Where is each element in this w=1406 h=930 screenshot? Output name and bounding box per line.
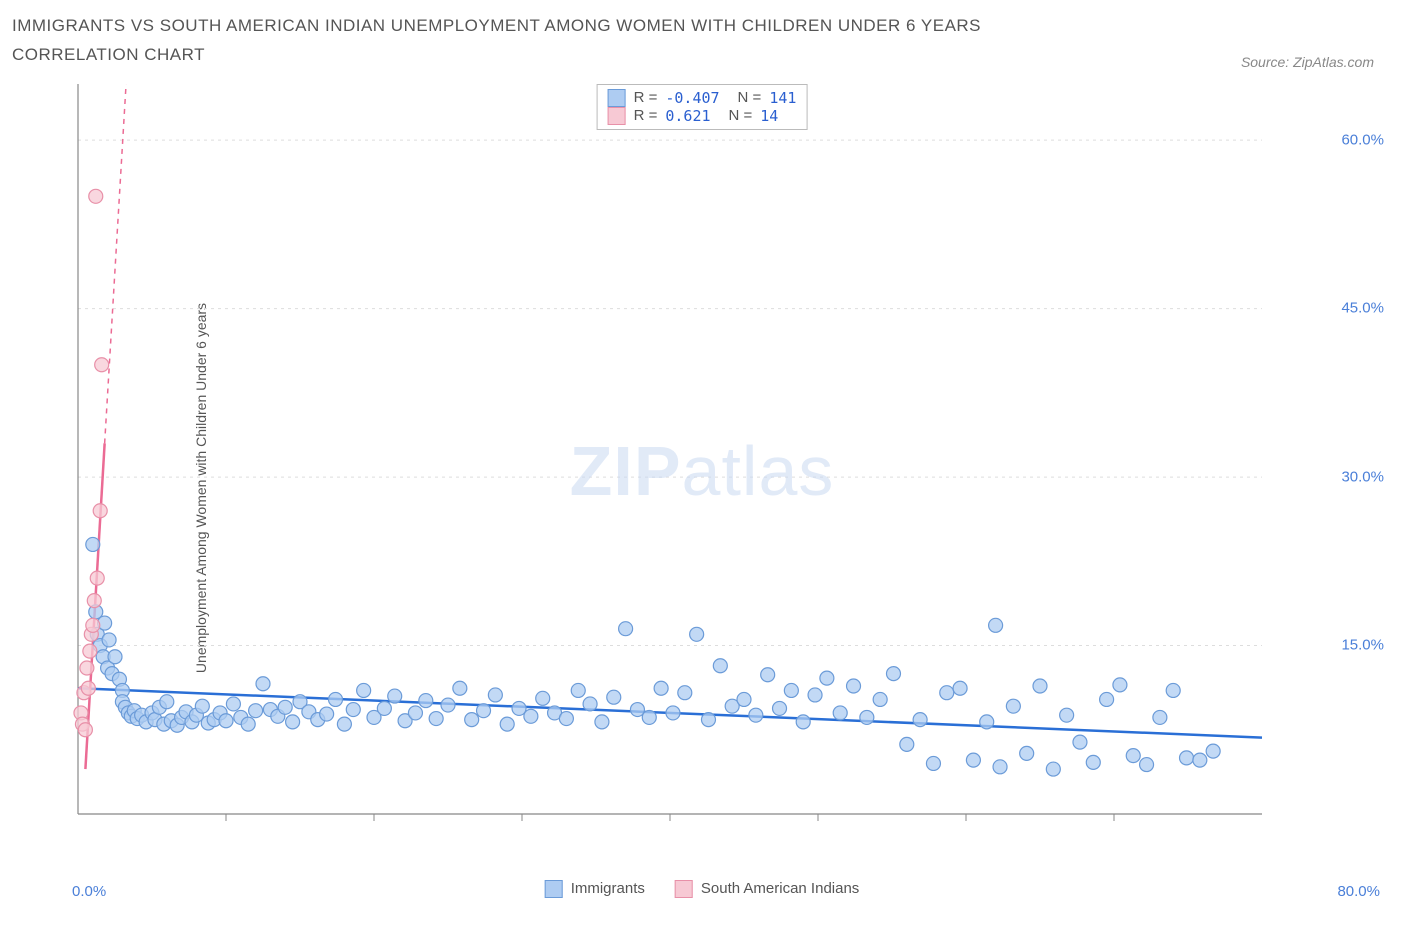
swatch-south-american	[608, 107, 626, 125]
y-tick-label: 60.0%	[1341, 131, 1384, 148]
legend-row-immigrants: R = -0.407 N = 141	[608, 89, 797, 107]
legend-row-south-american: R = 0.621 N = 14	[608, 107, 797, 125]
x-tick-min: 0.0%	[72, 883, 106, 900]
legend-item-immigrants: Immigrants	[545, 880, 645, 898]
chart-area: Unemployment Among Women with Children U…	[12, 78, 1392, 898]
y-tick-label: 15.0%	[1341, 637, 1384, 654]
legend-item-south-american: South American Indians	[675, 880, 859, 898]
legend-bottom: Immigrants South American Indians	[545, 880, 860, 898]
swatch-immigrants	[608, 89, 626, 107]
swatch-icon	[545, 880, 563, 898]
legend-correlation-box: R = -0.407 N = 141 R = 0.621 N = 14	[597, 84, 808, 130]
y-tick-label: 45.0%	[1341, 300, 1384, 317]
scatter-plot-svg	[72, 78, 1322, 848]
swatch-icon	[675, 880, 693, 898]
source-label: Source: ZipAtlas.com	[1241, 54, 1394, 70]
y-tick-label: 30.0%	[1341, 468, 1384, 485]
x-tick-max: 80.0%	[1337, 883, 1380, 900]
chart-title: IMMIGRANTS VS SOUTH AMERICAN INDIAN UNEM…	[12, 12, 1112, 70]
